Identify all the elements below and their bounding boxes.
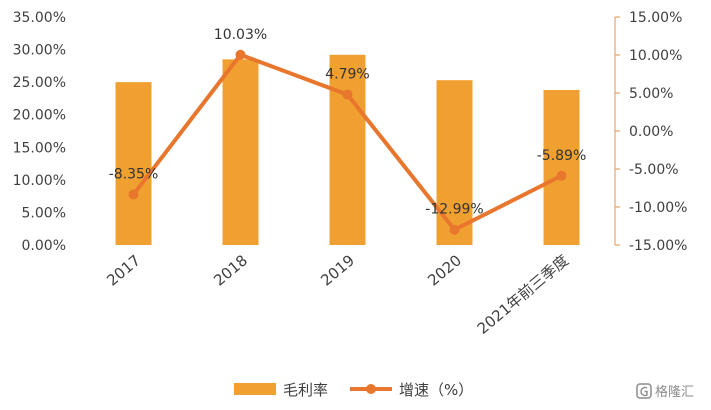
bar-series <box>115 54 580 246</box>
bar <box>222 59 259 245</box>
growth-point <box>128 189 139 200</box>
left-tick-label: 35.00% <box>13 10 66 26</box>
left-tick-label: 30.00% <box>13 43 66 59</box>
growth-point <box>449 224 460 235</box>
left-tick-label: 15.00% <box>13 140 66 156</box>
legend-line-label: 增速（%） <box>399 381 473 399</box>
watermark: 格隆汇 <box>636 383 694 400</box>
gelonghui-logo-glyph <box>640 386 648 397</box>
left-axis: 0.00% 5.00% 10.00% 15.00% 20.00% 25.00% 30.00%… <box>13 10 66 254</box>
growth-point <box>342 89 353 100</box>
category-label: 2021年前三季度 <box>474 251 572 338</box>
bar <box>543 89 580 246</box>
growth-point <box>235 49 246 60</box>
watermark-text: 格隆汇 <box>655 384 694 400</box>
data-label: -8.35% <box>109 166 159 182</box>
right-tick-label: -5.00% <box>629 162 679 178</box>
right-tick-label: 15.00% <box>629 10 682 26</box>
right-tick-label: -15.00% <box>629 238 687 254</box>
category-label: 2020 <box>424 251 465 289</box>
left-tick-label: 25.00% <box>13 75 66 91</box>
gelonghui-logo-icon <box>636 383 652 399</box>
category-label: 2018 <box>210 251 251 289</box>
data-label: -12.99% <box>425 202 483 218</box>
data-label: 4.79% <box>325 67 369 83</box>
line-series: -8.35% 10.03% 4.79% -12.99% -5.89% <box>109 27 587 235</box>
bar <box>329 54 366 246</box>
data-label: -5.89% <box>537 148 587 164</box>
category-axis: 2017 2018 2019 2020 2021年前三季度 <box>103 251 572 338</box>
left-tick-label: 10.00% <box>13 173 66 189</box>
bar <box>115 82 152 246</box>
right-tick-label: -10.00% <box>629 200 687 216</box>
legend-bar-label: 毛利率 <box>283 381 328 399</box>
right-tick-label: 10.00% <box>629 48 682 64</box>
left-tick-label: 20.00% <box>13 108 66 124</box>
right-tick-label: 0.00% <box>629 124 673 140</box>
data-label: 10.03% <box>214 27 267 43</box>
legend-line-marker <box>366 384 376 394</box>
right-tick-label: 5.00% <box>629 86 673 102</box>
category-label: 2017 <box>103 251 144 289</box>
growth-point <box>556 170 567 181</box>
legend-bar-swatch <box>234 383 276 395</box>
category-label: 2019 <box>317 251 358 289</box>
legend: 毛利率 增速（%） <box>234 381 473 399</box>
left-tick-label: 5.00% <box>22 205 66 221</box>
left-tick-label: 0.00% <box>22 238 66 254</box>
right-axis: -15.00% -10.00% -5.00% 0.00% 5.00% 10.00% 15.0… <box>614 10 687 254</box>
bar <box>436 80 473 245</box>
